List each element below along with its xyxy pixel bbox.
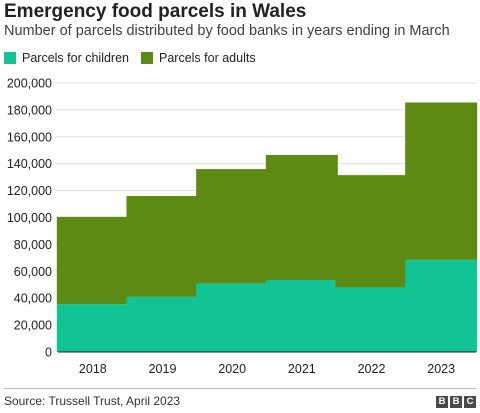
x-tick-label: 2018 — [79, 362, 107, 376]
bar-adults-2020 — [196, 169, 269, 284]
bar-children-2020 — [196, 283, 269, 352]
x-tick-label: 2023 — [427, 362, 455, 376]
bar-adults-2023 — [405, 102, 478, 260]
x-tick-label: 2021 — [288, 362, 316, 376]
y-tick-label: 160,000 — [7, 130, 52, 144]
y-tick-label: 20,000 — [14, 319, 52, 333]
bar-children-2018 — [56, 304, 129, 352]
bar-children-2021 — [265, 280, 338, 352]
bar-children-2023 — [405, 259, 478, 352]
y-tick-label: 80,000 — [14, 238, 52, 252]
bar-adults-2022 — [335, 175, 408, 288]
y-tick-label: 200,000 — [7, 77, 52, 91]
x-tick-label: 2019 — [149, 362, 177, 376]
y-tick-label: 180,000 — [7, 103, 52, 117]
y-tick-label: 140,000 — [7, 157, 52, 171]
legend-item-children: Parcels for children — [4, 51, 129, 65]
bar-adults-2018 — [56, 216, 129, 305]
y-tick-label: 120,000 — [7, 184, 52, 198]
chart-subtitle: Number of parcels distributed by food ba… — [4, 23, 450, 39]
legend-item-adults: Parcels for adults — [141, 51, 256, 65]
legend-label-adults: Parcels for adults — [159, 51, 256, 65]
legend-label-children: Parcels for children — [22, 51, 129, 65]
x-tick-label: 2022 — [358, 362, 386, 376]
bar-adults-2021 — [265, 154, 338, 281]
bbc-logo-letter: B — [450, 396, 462, 408]
bar-children-2022 — [335, 287, 408, 352]
bbc-logo-letter: B — [436, 396, 448, 408]
x-tick-label: 2020 — [218, 362, 246, 376]
legend-swatch-children — [4, 52, 16, 64]
y-tick-label: 60,000 — [14, 265, 52, 279]
chart-title: Emergency food parcels in Wales — [4, 1, 307, 22]
bbc-logo: B B C — [436, 396, 476, 408]
bar-adults-2019 — [126, 195, 199, 297]
y-axis-ticks: 0 20,000 40,000 60,000 80,000 100,000 120,000 1… — [7, 77, 52, 360]
bar-children-2019 — [126, 296, 199, 352]
y-tick-label: 40,000 — [14, 292, 52, 306]
y-tick-label: 100,000 — [7, 211, 52, 225]
y-tick-label: 0 — [45, 346, 52, 360]
legend: Parcels for children Parcels for adults — [4, 51, 268, 65]
x-axis-ticks: 2018 2019 2020 2021 2022 2023 — [58, 351, 476, 376]
legend-swatch-adults — [141, 52, 153, 64]
bbc-logo-letter: C — [464, 396, 476, 408]
source-note: Source: Trussell Trust, April 2023 — [4, 394, 181, 408]
footer-divider — [4, 388, 476, 389]
bars — [56, 102, 478, 352]
